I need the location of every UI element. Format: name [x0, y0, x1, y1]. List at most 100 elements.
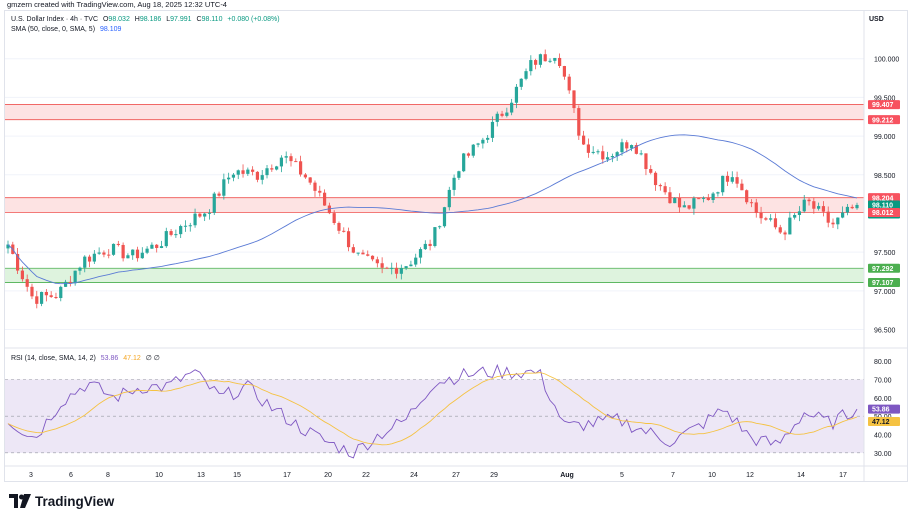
candle-body	[111, 243, 116, 255]
candle-body	[236, 170, 240, 175]
candle-body	[222, 179, 226, 196]
candle-body	[265, 168, 269, 176]
chart-frame[interactable]: U.S. Dollar Index · 4h · TVC O98.032 H98…	[4, 10, 908, 482]
price-tag-bg	[868, 100, 900, 110]
time-label: 20	[324, 472, 332, 479]
rsi-value-tag-text: 53.86	[872, 407, 890, 414]
time-label: 29	[490, 472, 498, 479]
time-label: 5	[620, 472, 624, 479]
tradingview-brand[interactable]: TradingView	[9, 493, 114, 509]
price-tick-label: 100.000	[874, 57, 899, 64]
rsi-ma-value: 47.12	[123, 355, 141, 362]
candle-body	[778, 227, 782, 233]
candle-body	[193, 213, 197, 226]
zones-layer	[5, 104, 864, 283]
rsi-ma-tag	[868, 416, 900, 426]
price-tick-label: 97.000	[874, 289, 896, 296]
sma-line	[7, 134, 858, 285]
candle-body	[543, 54, 547, 62]
candle-body	[251, 169, 255, 172]
candle-body	[116, 243, 120, 245]
close-value: 98.110	[201, 16, 223, 23]
low-value: 97.991	[170, 16, 192, 23]
price-tag-green: 97.107	[872, 280, 894, 287]
candle-body	[322, 192, 327, 206]
candle-body	[375, 259, 379, 264]
time-label: 10	[155, 472, 163, 479]
candle-body	[716, 192, 720, 194]
candle-body	[428, 243, 432, 247]
candle-body	[255, 171, 260, 180]
price-grid-layer	[5, 58, 864, 331]
candle-body	[433, 227, 437, 247]
candle-body	[845, 206, 850, 213]
candle-body	[783, 232, 787, 235]
sma-label: SMA (50, close, 0, SMA, 5)	[11, 26, 96, 33]
candle-body	[284, 156, 288, 158]
candle-body	[78, 267, 82, 271]
candle-body	[524, 71, 528, 79]
price-tick-label: 97.500	[874, 250, 896, 257]
candle-body	[380, 263, 384, 268]
price-tag-red: 98.204	[872, 195, 894, 202]
price-tick-label: 99.000	[874, 134, 896, 141]
time-label: 27	[452, 472, 460, 479]
price-tag-green: 97.292	[872, 266, 894, 273]
candle-body	[87, 256, 92, 262]
candle-body	[500, 113, 504, 116]
candle-body	[495, 113, 499, 122]
rsi-extra: ∅ ∅	[145, 355, 160, 362]
rsi-ma-tag-text: 47.12	[872, 419, 890, 426]
candle-body	[486, 137, 490, 140]
candle-body	[639, 153, 643, 155]
candle-body	[121, 244, 125, 259]
candle-body	[179, 226, 183, 235]
candle-body	[697, 198, 701, 200]
candle-body	[591, 151, 595, 153]
candle-body	[150, 244, 154, 249]
candle-body	[418, 249, 423, 258]
open-label: O	[102, 16, 109, 23]
candle-body	[409, 264, 413, 267]
candle-body	[735, 177, 739, 184]
currency-label: USD	[869, 16, 884, 23]
candle-body	[529, 60, 533, 72]
candle-body	[140, 252, 144, 259]
candle-body	[289, 156, 293, 162]
candle-body	[342, 230, 346, 232]
candle-body	[673, 197, 677, 204]
candle-body	[135, 249, 140, 259]
candle-body	[505, 112, 509, 116]
candle-body	[318, 190, 322, 193]
price-tag-bg	[868, 193, 900, 203]
candle-body	[759, 212, 763, 219]
candle-body	[764, 218, 768, 220]
resistance-zone-1	[5, 197, 864, 213]
candle-body	[725, 175, 730, 182]
candle-body	[20, 270, 24, 280]
candle-body	[44, 291, 48, 296]
candle-body	[490, 121, 495, 138]
tradingview-logo-icon	[9, 494, 31, 508]
candle-body	[836, 217, 840, 225]
time-label: 24	[410, 472, 418, 479]
high-label: H	[134, 16, 140, 23]
candle-body	[414, 257, 418, 265]
time-label: 3	[29, 472, 33, 479]
candle-body	[39, 291, 44, 304]
rsi-legend: RSI (14, close, SMA, 14, 2) 53.86 47.12 …	[11, 354, 163, 362]
candle-body	[567, 76, 571, 91]
candle-body	[601, 151, 605, 160]
candle-body	[25, 279, 29, 287]
candle-body	[625, 142, 629, 149]
tradingview-wordmark: TradingView	[35, 493, 115, 509]
price-tick-label: 98.500	[874, 173, 896, 180]
candle-body	[275, 166, 279, 170]
candle-body	[745, 190, 749, 203]
candle-body	[605, 157, 610, 160]
candle-body	[558, 57, 562, 67]
candle-body	[687, 205, 691, 209]
candle-body	[817, 206, 821, 209]
candle-body	[279, 157, 284, 167]
